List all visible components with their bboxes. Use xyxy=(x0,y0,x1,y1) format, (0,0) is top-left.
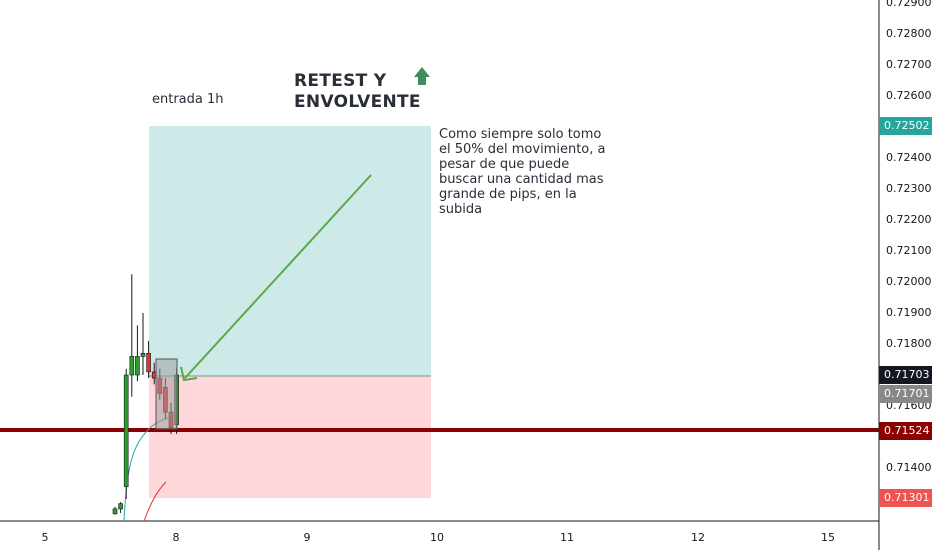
setup-title-line2: ENVOLVENTE xyxy=(294,92,421,112)
time-tick-label: 11 xyxy=(560,531,574,544)
candle-body xyxy=(146,352,151,373)
candle-body xyxy=(140,352,146,357)
price-tick-label: 0.71400 xyxy=(886,461,932,474)
price-tick-label: 0.72000 xyxy=(886,275,932,288)
time-tick-label: 10 xyxy=(430,531,444,544)
price-badge: 0.72502 xyxy=(879,117,932,135)
diagonal-arrow-head xyxy=(180,366,198,382)
diagonal-arrow[interactable] xyxy=(184,174,372,379)
engulfing-highlight-box[interactable] xyxy=(155,358,178,430)
trade-note: Como siempre solo tomo el 50% del movimi… xyxy=(439,127,606,217)
time-tick-label: 8 xyxy=(172,531,180,544)
price-badge: 0.71701 xyxy=(879,385,932,403)
entry-timeframe-label: entrada 1h xyxy=(152,92,224,107)
setup-title-line1: RETEST Y xyxy=(294,71,387,91)
time-tick-label: 15 xyxy=(821,531,835,544)
moving-average-red xyxy=(143,481,167,522)
candle-body xyxy=(129,356,135,376)
price-badge: 0.71703 xyxy=(879,366,932,384)
price-tick-label: 0.71800 xyxy=(886,337,932,350)
time-tick-label: 5 xyxy=(41,531,49,544)
time-tick-label: 12 xyxy=(691,531,705,544)
price-tick-label: 0.72800 xyxy=(886,27,932,40)
target-zone xyxy=(149,126,431,376)
candle-body xyxy=(112,508,118,515)
price-tick-label: 0.71900 xyxy=(886,306,932,319)
price-tick-label: 0.72300 xyxy=(886,182,932,195)
stop-zone xyxy=(149,376,431,498)
price-badge: 0.71524 xyxy=(879,422,932,440)
candle-body xyxy=(118,503,123,510)
price-tick-label: 0.72400 xyxy=(886,151,932,164)
time-tick-label: 9 xyxy=(303,531,311,544)
price-tick-label: 0.72600 xyxy=(886,89,932,102)
up-arrow-icon xyxy=(414,67,430,85)
price-tick-label: 0.72900 xyxy=(886,0,932,9)
candle-body xyxy=(135,356,140,376)
price-tick-label: 0.72100 xyxy=(886,244,932,257)
price-tick-label: 0.72200 xyxy=(886,213,932,226)
setup-title: RETEST Y ENVOLVENTE xyxy=(294,71,444,113)
price-badge: 0.71301 xyxy=(879,489,932,507)
price-tick-label: 0.72700 xyxy=(886,58,932,71)
candle-body xyxy=(123,374,129,487)
